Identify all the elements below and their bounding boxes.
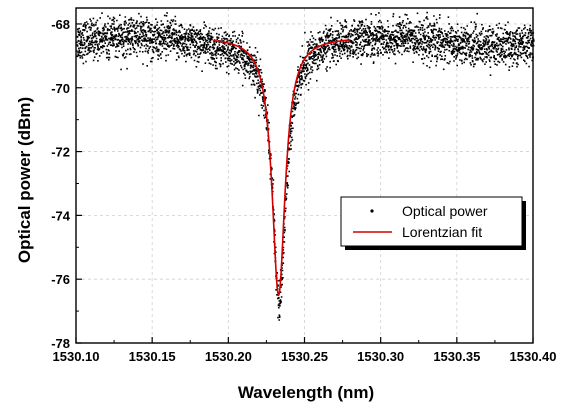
x-tick-labels: 1530.10 1530.15 1530.20 1530.25 1530.30 1530.… <box>53 349 557 364</box>
x-tick-label: 1530.25 <box>281 349 328 364</box>
y-tick-label: -72 <box>51 145 70 160</box>
legend-marker-optical-power <box>370 209 374 213</box>
legend: Optical power Lorentzian fit <box>340 196 526 250</box>
x-axis-title: Wavelength (nm) <box>238 383 374 402</box>
legend-box <box>340 196 523 247</box>
y-tick-label: -68 <box>51 17 70 32</box>
x-tick-label: 1530.15 <box>129 349 176 364</box>
y-axis-title: Optical power (dBm) <box>15 97 34 263</box>
y-tick-label: -76 <box>51 272 70 287</box>
legend-label-lorentzian-fit: Lorentzian fit <box>402 224 482 240</box>
y-tick-label: -78 <box>51 336 70 351</box>
legend-label-optical-power: Optical power <box>402 203 488 219</box>
x-tick-label: 1530.10 <box>53 349 100 364</box>
axis-ticks <box>75 23 534 344</box>
lorentzian-fit-line <box>213 39 351 297</box>
y-tick-label: -74 <box>51 208 71 223</box>
y-tick-labels: -68 -70 -72 -74 -76 -78 <box>51 17 71 351</box>
data-points <box>76 11 535 321</box>
scatter-series <box>76 11 535 321</box>
y-tick-label: -70 <box>51 81 70 96</box>
x-tick-label: 1530.30 <box>357 349 404 364</box>
x-tick-label: 1530.20 <box>205 349 252 364</box>
x-tick-label: 1530.40 <box>510 349 557 364</box>
x-tick-label: 1530.35 <box>433 349 480 364</box>
